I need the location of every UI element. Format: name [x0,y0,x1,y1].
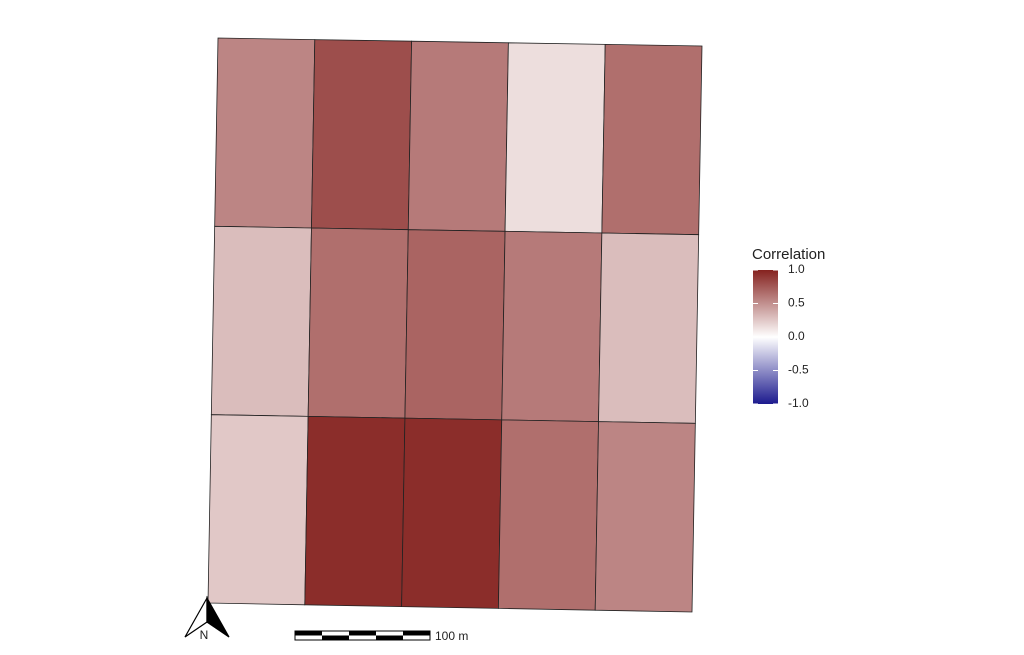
cell [598,232,700,424]
cell [594,421,696,613]
scale-bar-label: 100 m [435,629,468,643]
legend-title: Correlation [752,246,825,263]
colorbar-tick-label: -1.0 [788,396,809,410]
cell [407,40,509,232]
cell [601,43,703,236]
cell [307,227,409,419]
cell [504,42,606,234]
north-label: N [200,628,209,642]
cell [214,37,316,229]
cell [401,417,503,609]
cell [210,225,312,417]
colorbar-tick-label: 0.0 [788,329,805,343]
cell [311,39,413,231]
north-arrow: N [184,595,230,642]
grid [207,37,703,613]
colorbar-tick-label: 1.0 [788,262,805,276]
scale-bar: 100 m [294,629,468,643]
colorbar-tick-label: -0.5 [788,363,809,377]
colorbar-tick-label: 0.5 [788,296,805,310]
cell [497,419,599,611]
cell [207,414,309,606]
cell [404,229,506,421]
cell [501,230,603,423]
cell [304,415,406,608]
